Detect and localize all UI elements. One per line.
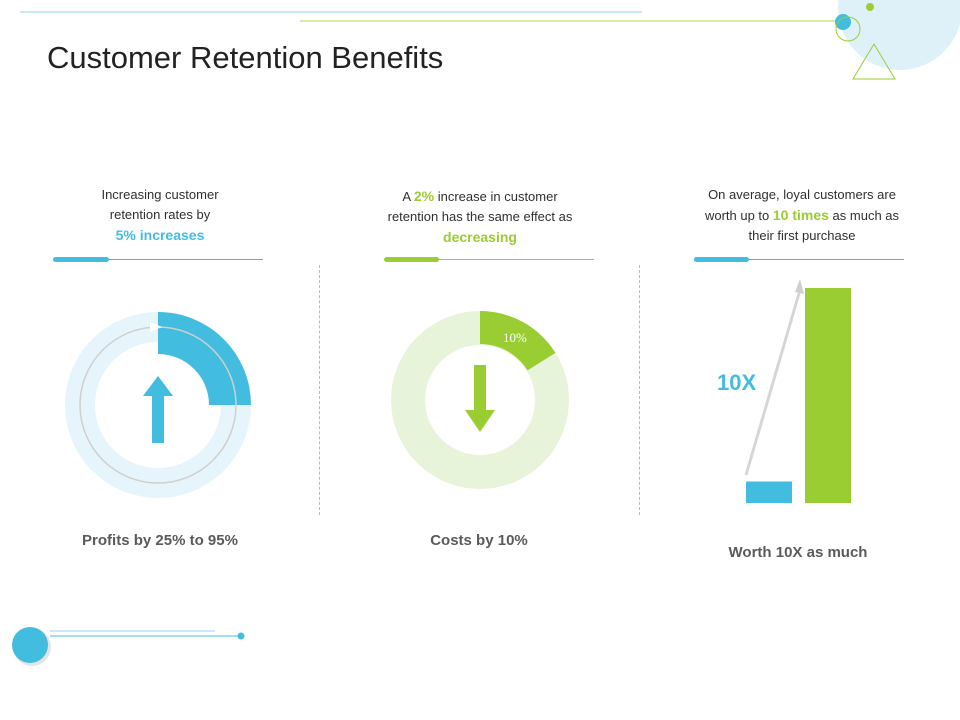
col3-bar-chart	[744, 279, 851, 503]
col1-growth-segment	[158, 312, 251, 405]
small-green-dot	[866, 3, 874, 11]
col2-caption-pre: A	[402, 189, 414, 204]
col3-caption-post: as much as	[828, 208, 900, 223]
col1-underline-knob	[53, 257, 109, 262]
col1-caption: Increasing customer retention rates by 5…	[60, 185, 260, 245]
col3-caption-pre: worth up to	[704, 208, 773, 223]
col3-growth-arrow-line	[744, 289, 802, 476]
small-green-ring	[835, 16, 861, 42]
col1-highlight: 5% increases	[115, 227, 205, 243]
col2-slice	[480, 311, 556, 371]
arrow-up-icon	[143, 376, 173, 443]
col3-caption: On average, loyal customers are worth up…	[682, 185, 922, 246]
col2-caption-post: increase in customer	[434, 189, 558, 204]
divider-2	[639, 265, 640, 515]
col2-caption-highlight: 2%	[413, 188, 435, 204]
triangle-outline	[852, 43, 896, 80]
col2-slice-label: 10%	[503, 330, 527, 345]
col2-highlight: decreasing	[443, 229, 517, 245]
col2-caption: A 2% increase in customer retention has …	[370, 186, 590, 247]
corner-circle	[838, 0, 960, 70]
bottom-decoration	[12, 627, 245, 666]
col3-bar-large	[805, 288, 851, 503]
bottom-circle	[12, 627, 48, 663]
col2-caption-line2: retention has the same effect as	[387, 209, 573, 224]
col1-caption-line1: Increasing customer	[101, 187, 219, 202]
col1-underline	[53, 259, 263, 260]
col3-label: Worth 10X as much	[728, 544, 868, 561]
col2-underline-knob	[384, 257, 439, 262]
top-decoration	[20, 0, 960, 80]
col3-growth-arrowhead-icon	[795, 279, 804, 294]
col1-donut	[65, 312, 251, 498]
col1-label: Profits by 25% to 95%	[82, 532, 238, 549]
divider-1	[319, 265, 320, 515]
col3-caption-highlight: 10 times	[772, 207, 829, 223]
arrow-down-icon	[465, 365, 495, 432]
col2-donut: 10%	[391, 311, 569, 489]
col2-caption-line1: A 2% increase in customer	[370, 186, 590, 207]
col3-multiplier: 10X	[717, 370, 757, 395]
col3-underline-knob	[694, 257, 749, 262]
col3-underline	[694, 259, 904, 260]
col1-caption-line2: retention rates by	[109, 207, 211, 222]
col3-caption-line3: their first purchase	[748, 228, 856, 243]
col3-caption-line2: worth up to 10 times as much as	[682, 205, 922, 226]
page-title: Customer Retention Benefits	[47, 40, 444, 75]
col3-bar-small	[746, 481, 792, 503]
col1-ring-arrow-icon	[150, 322, 162, 332]
bottom-line-dot	[237, 632, 245, 640]
col3-caption-line1: On average, loyal customers are	[708, 187, 896, 202]
col2-underline	[384, 259, 594, 260]
small-blue-dot	[835, 14, 851, 30]
col2-label: Costs by 10%	[430, 532, 528, 549]
